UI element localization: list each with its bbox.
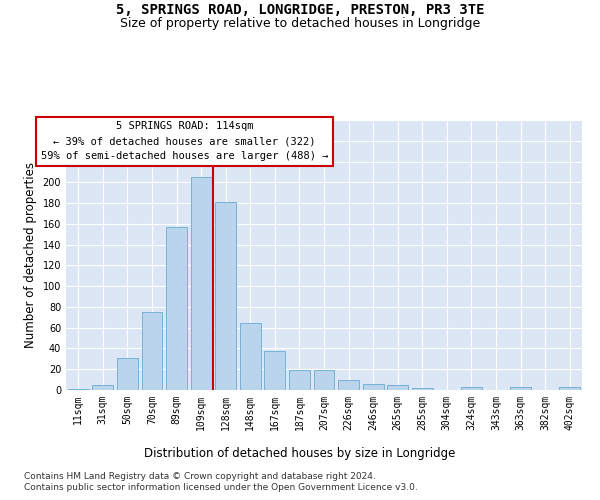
Text: Size of property relative to detached houses in Longridge: Size of property relative to detached ho… <box>120 18 480 30</box>
Bar <box>92 385 113 390</box>
Bar <box>461 387 482 390</box>
Text: 5, SPRINGS ROAD, LONGRIDGE, PRESTON, PR3 3TE: 5, SPRINGS ROAD, LONGRIDGE, PRESTON, PR3… <box>116 2 484 16</box>
Text: 5 SPRINGS ROAD: 114sqm
← 39% of detached houses are smaller (322)
59% of semi-de: 5 SPRINGS ROAD: 114sqm ← 39% of detached… <box>41 122 328 161</box>
Bar <box>387 385 408 390</box>
Bar <box>338 380 359 390</box>
Text: Distribution of detached houses by size in Longridge: Distribution of detached houses by size … <box>145 448 455 460</box>
Bar <box>314 370 334 390</box>
Bar <box>559 387 580 390</box>
Text: Contains public sector information licensed under the Open Government Licence v3: Contains public sector information licen… <box>24 484 418 492</box>
Bar <box>289 370 310 390</box>
Bar <box>215 202 236 390</box>
Bar <box>166 227 187 390</box>
Bar <box>68 389 89 390</box>
Bar <box>265 350 286 390</box>
Bar <box>510 387 531 390</box>
Bar <box>142 312 163 390</box>
Bar <box>240 322 261 390</box>
Bar <box>191 177 212 390</box>
Y-axis label: Number of detached properties: Number of detached properties <box>24 162 37 348</box>
Bar <box>412 388 433 390</box>
Bar <box>362 384 383 390</box>
Bar <box>117 358 138 390</box>
Text: Contains HM Land Registry data © Crown copyright and database right 2024.: Contains HM Land Registry data © Crown c… <box>24 472 376 481</box>
